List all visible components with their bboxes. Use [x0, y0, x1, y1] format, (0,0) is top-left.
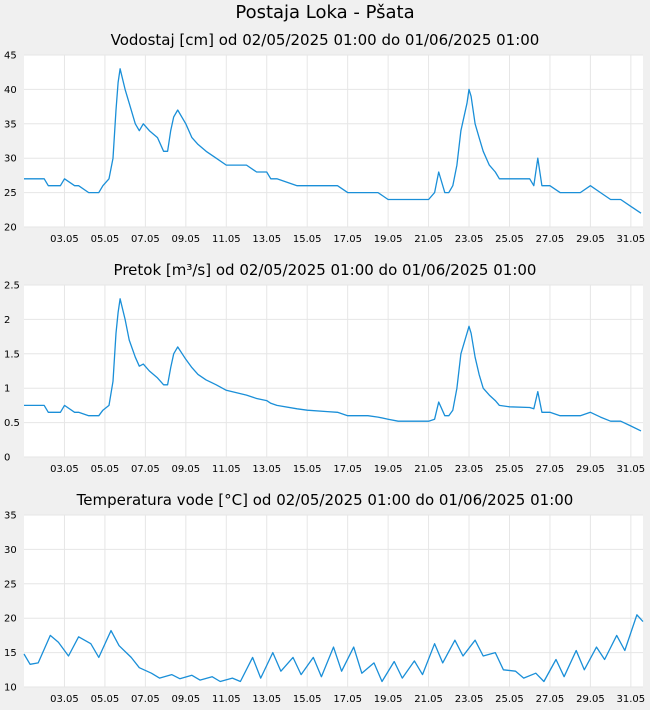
x-tick-label: 05.05: [91, 694, 120, 705]
y-tick-label: 10: [4, 683, 17, 694]
y-tick-label: 25: [4, 579, 17, 590]
x-tick-label: 29.05: [576, 464, 605, 475]
y-tick-label: 20: [4, 223, 17, 234]
x-tick-label: 15.05: [293, 234, 322, 245]
chart-title-water-temperature: Temperatura vode [°C] od 02/05/2025 01:0…: [76, 491, 574, 509]
x-tick-label: 27.05: [536, 234, 565, 245]
plot-area: [24, 515, 643, 687]
y-tick-label: 25: [4, 188, 17, 199]
x-tick-label: 15.05: [293, 464, 322, 475]
y-tick-label: 0: [4, 453, 10, 464]
chart-title-water-level: Vodostaj [cm] od 02/05/2025 01:00 do 01/…: [110, 31, 540, 49]
x-tick-label: 23.05: [455, 464, 484, 475]
series-line: [23, 614, 644, 683]
x-tick-label: 19.05: [374, 464, 403, 475]
x-tick-label: 11.05: [212, 234, 241, 245]
chart-title-discharge: Pretok [m³/s] od 02/05/2025 01:00 do 01/…: [113, 261, 537, 279]
x-tick-label: 05.05: [91, 234, 120, 245]
y-tick-label: 15: [4, 648, 17, 659]
x-tick-label: 09.05: [172, 464, 201, 475]
x-tick-label: 31.05: [617, 464, 646, 475]
x-tick-label: 17.05: [333, 234, 362, 245]
y-tick-label: 20: [4, 614, 17, 625]
x-tick-label: 23.05: [455, 694, 484, 705]
y-tick-label: 40: [4, 85, 17, 96]
y-tick-label: 30: [4, 154, 17, 165]
x-tick-label: 29.05: [576, 694, 605, 705]
y-tick-label: 45: [4, 51, 17, 62]
x-tick-label: 21.05: [414, 694, 443, 705]
y-tick-label: 1.5: [4, 349, 20, 360]
x-tick-label: 31.05: [617, 234, 646, 245]
x-tick-label: 09.05: [172, 234, 201, 245]
x-tick-label: 07.05: [131, 464, 160, 475]
plot-area: [24, 285, 643, 457]
series-line: [24, 298, 642, 432]
x-tick-label: 13.05: [252, 464, 281, 475]
y-tick-label: 2: [4, 315, 10, 326]
x-tick-label: 25.05: [495, 464, 524, 475]
x-tick-label: 05.05: [91, 464, 120, 475]
x-tick-label: 25.05: [495, 234, 524, 245]
x-tick-label: 25.05: [495, 694, 524, 705]
x-tick-label: 07.05: [131, 234, 160, 245]
x-tick-label: 09.05: [172, 694, 201, 705]
chart-water-temperature: 10 15 20 25 30 35 03.05 05.05 07.05 09.05 11.05 13.…: [4, 511, 646, 706]
x-tick-label: 03.05: [50, 464, 79, 475]
plot-area: [24, 55, 643, 227]
x-tick-label: 13.05: [252, 234, 281, 245]
y-tick-label: 1: [4, 384, 10, 395]
x-tick-label: 07.05: [131, 694, 160, 705]
series-line: [24, 68, 642, 214]
x-tick-label: 23.05: [455, 234, 484, 245]
x-tick-label: 31.05: [617, 694, 646, 705]
x-tick-label: 27.05: [536, 464, 565, 475]
y-tick-label: 2.5: [4, 281, 20, 292]
x-tick-label: 27.05: [536, 694, 565, 705]
x-tick-label: 17.05: [333, 694, 362, 705]
chart-water-level: 20 25 30 35 40 45 03.05 05.05 07.05 09.05 11.05 13.…: [4, 51, 646, 246]
page-title: Postaja Loka - Pšata: [235, 2, 415, 23]
x-tick-label: 03.05: [50, 234, 79, 245]
x-tick-label: 17.05: [333, 464, 362, 475]
x-tick-label: 13.05: [252, 694, 281, 705]
chart-discharge: 0 0.5 1 1.5 2 2.5 03.05 05.05 07.05 09.05 11.05 13.…: [4, 281, 646, 476]
x-tick-label: 11.05: [212, 464, 241, 475]
x-tick-label: 29.05: [576, 234, 605, 245]
x-tick-label: 03.05: [50, 694, 79, 705]
x-tick-label: 19.05: [374, 694, 403, 705]
x-tick-label: 19.05: [374, 234, 403, 245]
y-tick-label: 0.5: [4, 418, 20, 429]
x-tick-label: 21.05: [414, 234, 443, 245]
y-tick-label: 35: [4, 119, 17, 130]
x-tick-label: 21.05: [414, 464, 443, 475]
y-tick-label: 35: [4, 511, 17, 522]
y-tick-label: 30: [4, 545, 17, 556]
x-tick-label: 11.05: [212, 694, 241, 705]
x-tick-label: 15.05: [293, 694, 322, 705]
